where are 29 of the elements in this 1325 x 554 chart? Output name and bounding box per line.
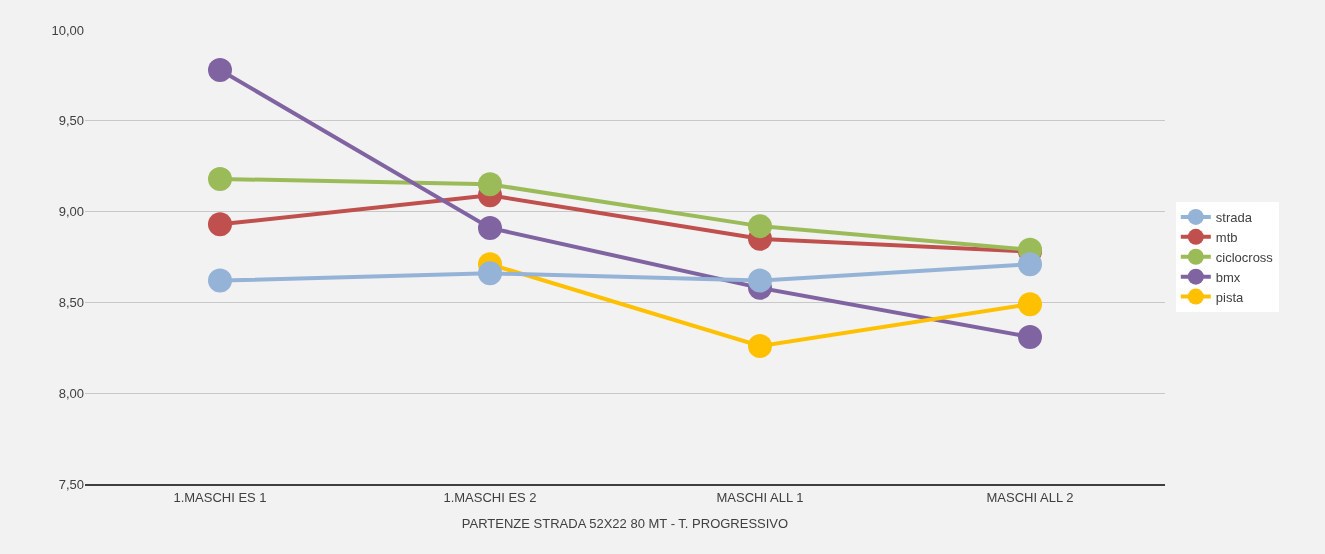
y-tick-label: 7,50: [58, 476, 84, 492]
legend-label: bmx: [1215, 269, 1241, 285]
point: [208, 166, 232, 191]
point: [478, 261, 502, 286]
y-tick-label: 10,00: [51, 22, 84, 38]
y-tick-label: 9,50: [58, 113, 84, 129]
legend-label: mtb: [1215, 229, 1238, 245]
x-tick-label: 1.MASCHI ES 1: [173, 489, 267, 505]
point: [478, 215, 502, 240]
point: [208, 57, 232, 82]
point: [748, 333, 772, 358]
point: [1018, 252, 1042, 277]
legend-label: pista: [1215, 289, 1245, 305]
y-tick-label: 8,50: [58, 294, 84, 310]
legend-label: strada: [1215, 210, 1253, 226]
point: [1018, 292, 1042, 317]
x-tick-label: MASCHI ALL 2: [986, 489, 1074, 505]
legend-label: ciclocross: [1215, 249, 1274, 265]
x-tick-label: MASCHI ALL 1: [716, 489, 804, 505]
point: [208, 212, 232, 237]
y-tick-label: 8,00: [58, 385, 84, 401]
x-axis-title: PARTENZE STRADA 52X22 80 MT - T. PROGRESSIVO: [461, 515, 789, 531]
point: [208, 268, 232, 293]
point: [478, 172, 502, 197]
point: [748, 268, 772, 293]
point: [748, 214, 772, 239]
y-tick-label: 9,00: [58, 204, 84, 220]
point: [1018, 324, 1042, 349]
x-tick-label: 1.MASCHI ES 2: [443, 489, 537, 505]
